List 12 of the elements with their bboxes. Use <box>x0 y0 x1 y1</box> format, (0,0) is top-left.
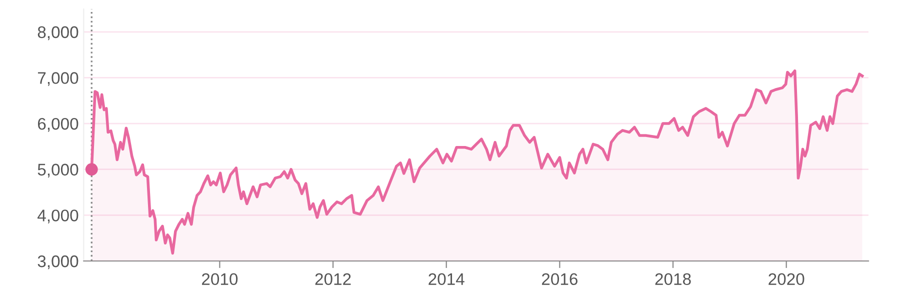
x-tick-label: 2018 <box>655 273 691 286</box>
x-tick-label: 2012 <box>315 273 351 286</box>
y-tick-label: 6,000 <box>38 118 78 132</box>
y-tick-label: 5,000 <box>38 164 78 178</box>
y-tick-label: 3,000 <box>38 255 78 270</box>
x-tick-label: 2020 <box>768 273 804 286</box>
x-tick-label: 2010 <box>202 273 238 286</box>
x-tick-label: 2014 <box>428 273 464 286</box>
x-tick-label: 2016 <box>542 273 578 286</box>
y-tick-label: 8,000 <box>38 26 78 40</box>
y-tick-label: 7,000 <box>38 72 78 86</box>
y-tick-label: 4,000 <box>38 210 78 224</box>
